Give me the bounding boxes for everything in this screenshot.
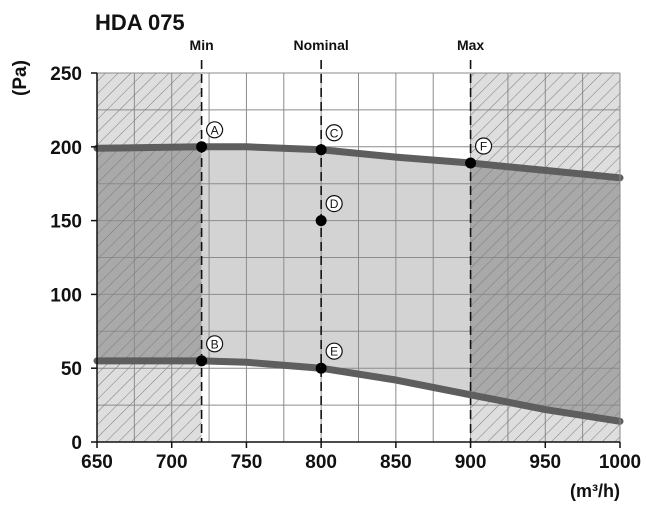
- point-c-label: C: [330, 126, 339, 140]
- y-tick-label: 150: [50, 212, 82, 233]
- y-axis-label: (Pa): [10, 60, 31, 96]
- hatch-below-min: [97, 73, 202, 442]
- point-c: [315, 144, 327, 156]
- x-tick-label: 1000: [599, 452, 641, 473]
- point-b: [196, 355, 208, 367]
- y-tick-label: 50: [61, 359, 82, 380]
- point-a-label: A: [211, 123, 219, 137]
- point-f-badge: [474, 137, 493, 155]
- point-f-label: F: [480, 140, 487, 154]
- point-e-badge: [325, 342, 343, 360]
- chart-title: HDA 075: [95, 10, 185, 35]
- point-e: [315, 362, 327, 374]
- point-f: [465, 157, 477, 169]
- point-d: [315, 215, 327, 227]
- hatch-above-max: [470, 73, 620, 442]
- point-c-badge: [325, 124, 343, 142]
- y-tick-label: 200: [50, 138, 82, 159]
- x-tick-label: 800: [305, 452, 337, 473]
- y-tick-label: 0: [71, 433, 82, 454]
- point-b-label: B: [211, 337, 219, 351]
- y-tick-label: 250: [50, 64, 82, 85]
- point-a-badge: [206, 121, 224, 139]
- x-tick-label: 750: [231, 452, 263, 473]
- upper-curve: [93, 143, 624, 182]
- point-d-label: D: [330, 197, 339, 211]
- point-e-label: E: [330, 345, 338, 359]
- point-b-badge: [206, 335, 224, 353]
- lower-curve: [93, 357, 624, 425]
- x-tick-label: 950: [529, 452, 561, 473]
- x-tick-label: 650: [81, 452, 113, 473]
- y-tick-label: 100: [50, 285, 82, 306]
- min-label: Min: [190, 37, 214, 53]
- x-tick-label: 850: [380, 452, 412, 473]
- point-d-badge: [325, 195, 343, 213]
- max-label: Max: [457, 37, 484, 53]
- point-a: [196, 141, 208, 153]
- x-tick-label: 700: [156, 452, 188, 473]
- nominal-label: Nominal: [294, 37, 349, 53]
- x-tick-label: 900: [455, 452, 487, 473]
- x-axis-label: (m³/h): [570, 481, 620, 501]
- operating-band: [201, 146, 471, 395]
